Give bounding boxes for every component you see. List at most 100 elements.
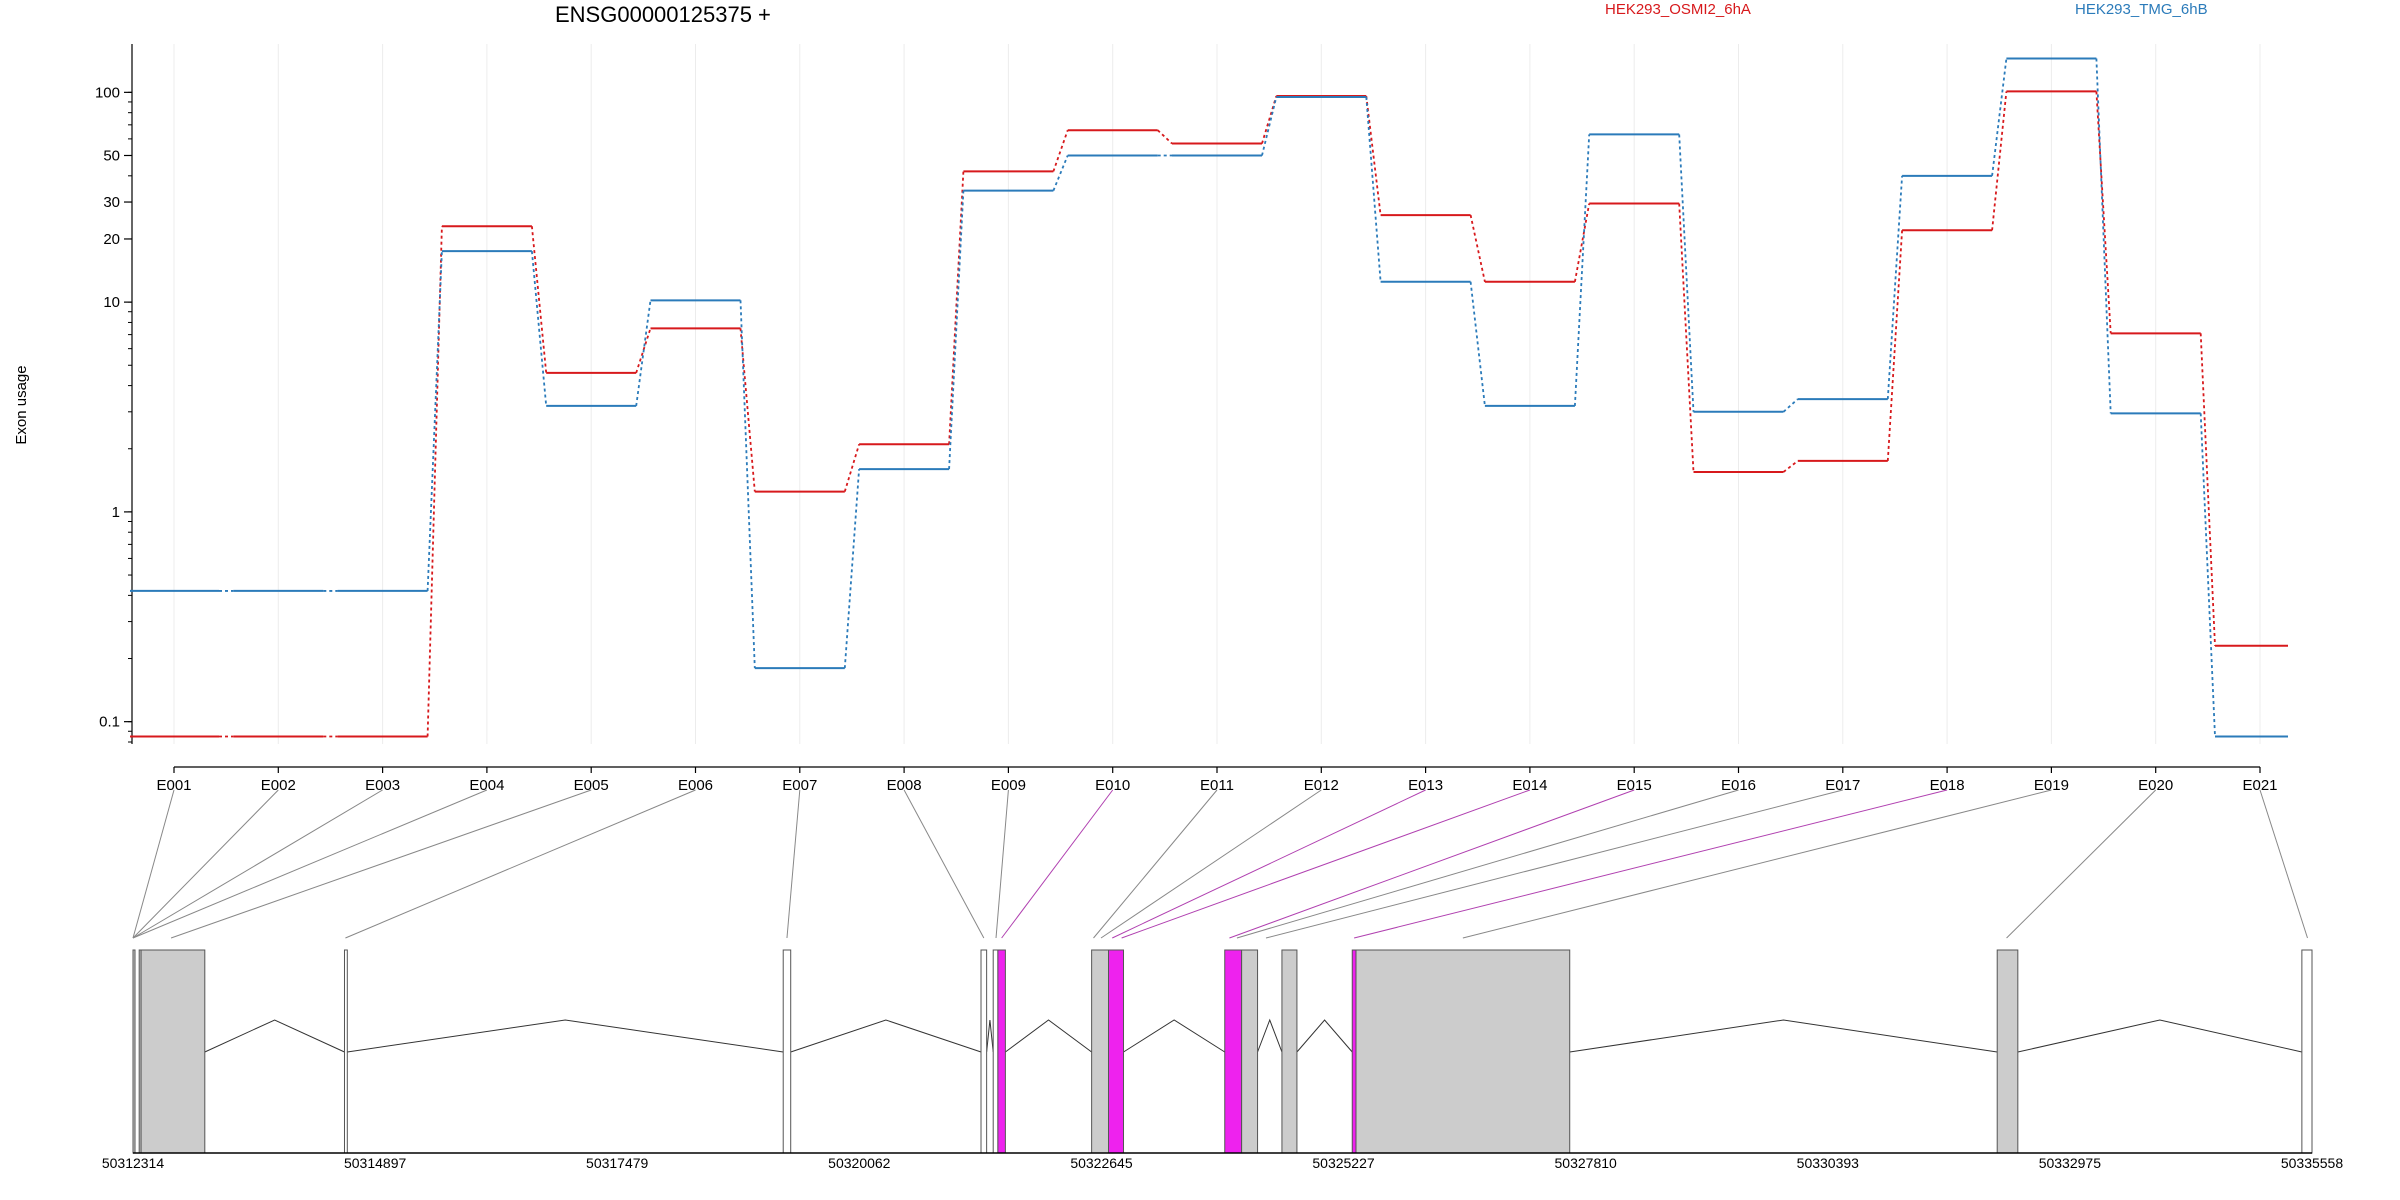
series-connector — [843, 469, 860, 669]
x-tick-label: E012 — [1304, 777, 1339, 794]
exon-link-line — [132, 789, 488, 939]
exon-link-line — [903, 789, 985, 939]
intron — [790, 1019, 982, 1053]
chart-title: ENSG00000125375 + — [555, 2, 771, 27]
intron — [1257, 1018, 1283, 1053]
coordinate-label: 50320062 — [828, 1155, 891, 1171]
series-connector — [531, 251, 548, 407]
exon-link-line — [132, 789, 279, 939]
axes: 0.1 1 10 20 30 50 100 E001 E002 E003 E004 E005 E006 E… — [95, 44, 2278, 794]
series-connector — [1886, 175, 1903, 400]
x-tick-label: E011 — [1200, 777, 1234, 794]
series-connector — [1469, 214, 1486, 282]
exon-link-line — [1265, 789, 1843, 939]
exon-link-line — [1236, 789, 1739, 939]
x-tick-label: E015 — [1617, 777, 1652, 794]
series-connector — [2199, 333, 2216, 646]
series-connector — [635, 328, 652, 374]
exon-box — [132, 949, 136, 1154]
exon-box — [1108, 949, 1125, 1154]
series-connector — [1678, 203, 1695, 473]
series-connector — [1365, 95, 1382, 216]
series-connector — [739, 300, 756, 669]
intron — [986, 1019, 994, 1053]
coordinate-label: 50314897 — [344, 1155, 407, 1171]
series-connector — [1574, 203, 1591, 282]
intron — [1005, 1019, 1092, 1053]
coordinate-label: 50332975 — [2039, 1155, 2102, 1171]
series-lines — [130, 57, 2288, 738]
series-connector — [1469, 281, 1486, 407]
series-connector — [426, 226, 443, 737]
series-connector — [2199, 413, 2216, 737]
exon-link-line — [1112, 789, 1426, 939]
exon-link-line — [1001, 789, 1114, 939]
series-connector — [1261, 95, 1278, 144]
coordinate-label: 50322645 — [1070, 1155, 1133, 1171]
series-connector — [1678, 134, 1695, 412]
series-connector — [2095, 58, 2112, 414]
exon-link-line — [1121, 789, 1531, 939]
x-tick-label: E014 — [1512, 777, 1547, 794]
exon-box — [992, 949, 999, 1154]
y-tick-label: 20 — [103, 231, 120, 248]
series-connector — [1886, 230, 1903, 461]
exon-link-line — [1093, 789, 1218, 939]
legend-series-2: HEK293_TMG_6hB — [2075, 1, 2208, 18]
x-tick-label: E002 — [261, 777, 296, 794]
exon-box — [1996, 949, 2019, 1154]
series-connector — [1052, 129, 1069, 172]
coordinate-label: 50335558 — [2281, 1155, 2344, 1171]
intron — [347, 1019, 784, 1053]
exon-link-line — [995, 789, 1009, 939]
x-tick-label: E020 — [2138, 777, 2173, 794]
series-2 — [130, 57, 2288, 738]
series-connector — [843, 444, 860, 492]
exon-box — [1355, 949, 1571, 1154]
x-tick-label: E006 — [678, 777, 713, 794]
x-tick-label: E016 — [1721, 777, 1756, 794]
exon-box — [140, 949, 206, 1154]
series-connector — [1782, 460, 1799, 473]
coordinate-label: 50327810 — [1555, 1155, 1618, 1171]
x-tick-label: E007 — [782, 777, 817, 794]
series-connector — [1991, 91, 2008, 231]
y-tick-label: 50 — [103, 147, 120, 164]
x-tick-label: E019 — [2034, 777, 2069, 794]
x-tick-label: E021 — [2242, 777, 2277, 794]
series-connector — [426, 251, 443, 591]
exon-link-line — [132, 789, 175, 939]
exon-link-line — [2006, 789, 2157, 939]
series-1 — [130, 90, 2288, 738]
intron — [1123, 1019, 1226, 1053]
exon-link-line — [132, 789, 383, 939]
coordinate-label: 50317479 — [586, 1155, 649, 1171]
exon-box — [782, 949, 792, 1154]
intron — [204, 1019, 345, 1053]
legend-series-1: HEK293_OSMI2_6hA — [1605, 1, 1751, 18]
exon-link-line — [1229, 789, 1635, 939]
exon-box — [980, 949, 988, 1154]
x-tick-label: E017 — [1825, 777, 1860, 794]
y-tick-label: 1 — [112, 504, 120, 521]
exon-box — [997, 949, 1006, 1154]
exon-box — [343, 949, 348, 1154]
series-connector — [531, 226, 548, 373]
exon-link-line — [786, 789, 801, 939]
exon-link-line — [1100, 789, 1322, 939]
gene-model: 50312314 50314897 50317479 50320062 50322645… — [102, 949, 2344, 1171]
x-tick-label: E010 — [1095, 777, 1130, 794]
intron — [2017, 1019, 2302, 1053]
intron — [1569, 1019, 1998, 1053]
y-tick-label: 100 — [95, 84, 120, 101]
x-tick-label: E001 — [156, 777, 191, 794]
series-connector — [1261, 96, 1278, 156]
x-tick-label: E013 — [1408, 777, 1443, 794]
exon-box — [1281, 949, 1298, 1154]
series-connector — [1365, 96, 1382, 282]
exon-link-line — [1462, 789, 2052, 939]
coordinate-label: 50330393 — [1797, 1155, 1860, 1171]
y-axis-label: Exon usage — [13, 365, 30, 444]
